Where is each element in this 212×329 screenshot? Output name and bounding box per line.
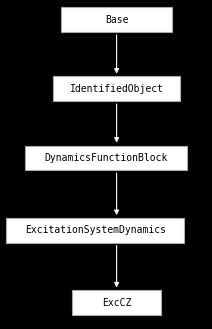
Text: ExcCZ: ExcCZ (102, 298, 131, 308)
FancyBboxPatch shape (53, 77, 180, 101)
Text: Base: Base (105, 15, 128, 25)
FancyBboxPatch shape (72, 291, 161, 315)
Text: ExcitationSystemDynamics: ExcitationSystemDynamics (25, 225, 166, 235)
Text: DynamicsFunctionBlock: DynamicsFunctionBlock (44, 153, 168, 163)
Text: IdentifiedObject: IdentifiedObject (70, 84, 164, 94)
FancyBboxPatch shape (6, 218, 184, 243)
FancyBboxPatch shape (61, 8, 172, 32)
FancyBboxPatch shape (25, 145, 187, 170)
